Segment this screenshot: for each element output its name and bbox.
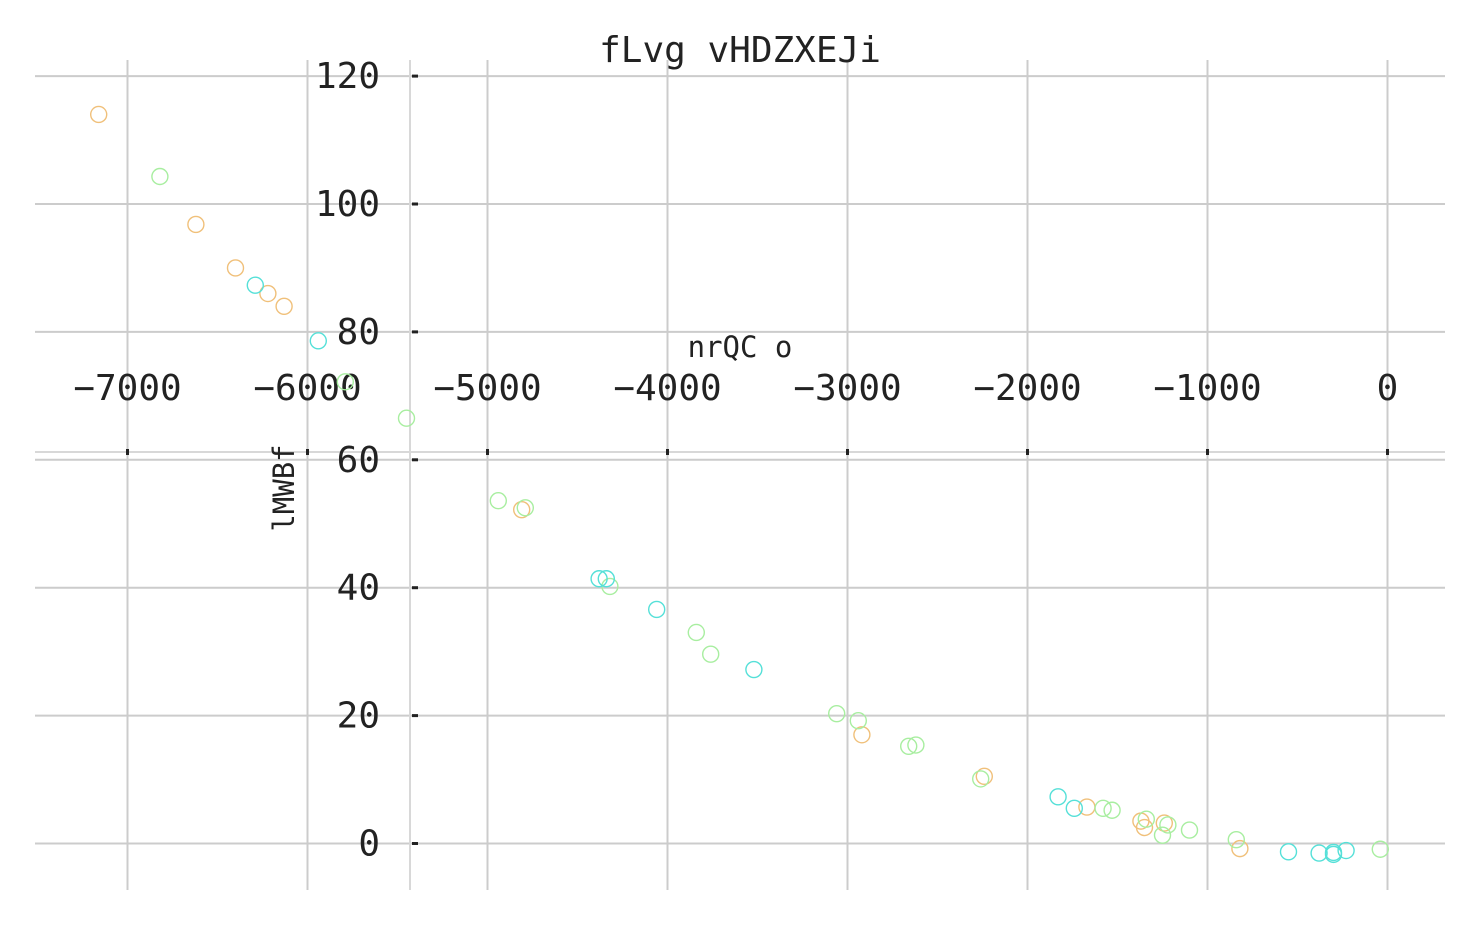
data-point: [590, 570, 608, 588]
data-point: [648, 600, 666, 619]
y-axis-label: lMWBf: [267, 444, 301, 531]
data-points: [89, 105, 1390, 864]
data-point: [1231, 839, 1249, 858]
chart-title: fLvg vHDZXEJi: [599, 30, 881, 71]
data-point: [1337, 841, 1355, 860]
data-point: [828, 704, 846, 723]
data-point: [853, 726, 871, 744]
data-point: [1324, 845, 1343, 864]
data-point: [975, 767, 993, 786]
data-point: [513, 500, 531, 519]
data-point: [151, 167, 169, 186]
data-point: [1135, 818, 1154, 837]
data-point: [1137, 810, 1156, 828]
data-point: [336, 373, 354, 391]
y-tick-label: 100: [315, 184, 380, 225]
data-point: [702, 645, 720, 663]
y-tick-label: 40: [337, 568, 380, 609]
data-point: [1180, 821, 1199, 839]
x-tick-label: −2000: [973, 368, 1081, 409]
data-point: [309, 332, 327, 350]
y-tick-label: 80: [337, 312, 380, 353]
data-point: [900, 737, 918, 755]
y-axis: 0 20 40 60 80 100 120: [315, 56, 418, 890]
data-point: [1094, 799, 1112, 818]
y-tick-label: 120: [315, 56, 380, 97]
data-point: [1155, 814, 1174, 832]
x-tick-label: −6000: [253, 368, 361, 409]
data-point: [1279, 843, 1298, 861]
data-point: [745, 660, 763, 679]
data-point: [1159, 816, 1177, 834]
data-point: [1065, 799, 1084, 818]
x-tick-label: 0: [1377, 368, 1399, 409]
x-tick-label: −4000: [613, 368, 721, 409]
data-point: [849, 712, 867, 730]
y-tick-label: 20: [337, 696, 380, 737]
x-axis: −7000 −6000 −5000 −4000 −3000 −2000 −1000 0: [35, 368, 1445, 455]
data-point: [259, 284, 277, 303]
data-point: [597, 570, 615, 588]
y-tick-label: 0: [358, 824, 380, 865]
data-point: [489, 492, 507, 510]
x-tick-label: −5000: [433, 368, 541, 409]
data-point: [187, 215, 205, 234]
x-tick-label: −3000: [793, 368, 901, 409]
data-point: [275, 297, 293, 316]
data-point: [1153, 826, 1172, 844]
data-point: [1310, 844, 1328, 862]
x-tick-label: −1000: [1153, 368, 1261, 409]
data-point: [89, 105, 108, 124]
data-point: [226, 259, 245, 277]
x-axis-label: nrQC o: [688, 330, 793, 364]
data-point: [687, 623, 705, 642]
data-point: [1049, 788, 1067, 806]
x-tick-label: −7000: [73, 368, 181, 409]
data-point: [1371, 840, 1390, 858]
data-point: [246, 276, 265, 294]
data-point: [1227, 830, 1246, 849]
data-point: [907, 736, 925, 754]
data-point: [516, 499, 534, 517]
data-point: [1103, 801, 1121, 819]
grid-lines: [35, 60, 1445, 890]
data-point: [972, 770, 990, 788]
y-tick-label: 60: [337, 440, 380, 481]
data-point: [397, 409, 416, 427]
